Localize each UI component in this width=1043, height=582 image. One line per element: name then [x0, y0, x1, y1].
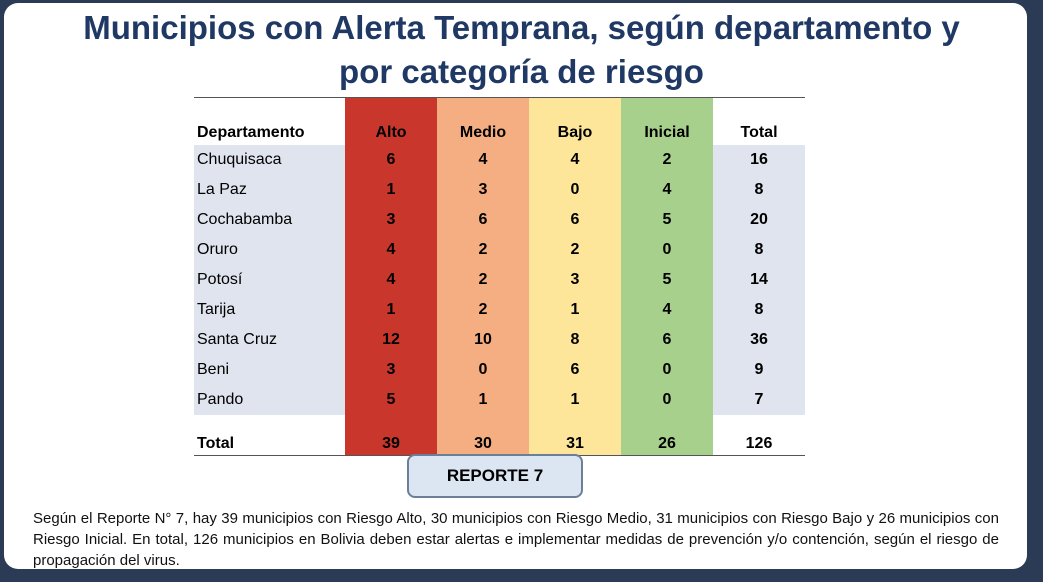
cell-inicial: 2: [621, 145, 713, 175]
cell-total: 20: [713, 205, 805, 235]
table-row: Beni 3 0 6 0 9: [194, 355, 805, 385]
cell-bajo: 6: [529, 355, 621, 385]
cell-total: 14: [713, 265, 805, 295]
cell-medio: 6: [437, 205, 529, 235]
cell-alto: 3: [345, 205, 437, 235]
risk-table: Departamento Alto Medio Bajo Inicial Tot…: [194, 97, 805, 456]
cell-alto: 5: [345, 385, 437, 415]
cell-departamento: La Paz: [194, 175, 345, 205]
cell-medio: 2: [437, 235, 529, 265]
cell-medio: 3: [437, 175, 529, 205]
table-spacer-row: [194, 415, 805, 419]
cell-bajo: 8: [529, 325, 621, 355]
header-medio: Medio: [437, 97, 529, 145]
title-line-2: por categoría de riesgo: [339, 53, 704, 90]
header-departamento: Departamento: [194, 97, 345, 145]
total-cell-alto: 39: [345, 419, 437, 456]
cell-bajo: 0: [529, 175, 621, 205]
cell-medio: 0: [437, 355, 529, 385]
cell-bajo: 6: [529, 205, 621, 235]
total-cell-total: 126: [713, 419, 805, 456]
table-header-row: Departamento Alto Medio Bajo Inicial Tot…: [194, 97, 805, 145]
header-total: Total: [713, 97, 805, 145]
cell-bajo: 3: [529, 265, 621, 295]
cell-inicial: 0: [621, 235, 713, 265]
cell-medio: 1: [437, 385, 529, 415]
table-row: La Paz 1 3 0 4 8: [194, 175, 805, 205]
cell-bajo: 2: [529, 235, 621, 265]
total-cell-inicial: 26: [621, 419, 713, 456]
table-total-row: Total 39 30 31 26 126: [194, 419, 805, 456]
cell-medio: 2: [437, 295, 529, 325]
cell-total: 8: [713, 235, 805, 265]
cell-medio: 2: [437, 265, 529, 295]
cell-alto: 6: [345, 145, 437, 175]
cell-inicial: 0: [621, 355, 713, 385]
title-line-1: Municipios con Alerta Temprana, según de…: [83, 9, 960, 46]
header-bajo: Bajo: [529, 97, 621, 145]
summary-text: Según el Reporte N° 7, hay 39 municipios…: [33, 510, 999, 569]
header-alto: Alto: [345, 97, 437, 145]
cell-inicial: 6: [621, 325, 713, 355]
cell-total: 7: [713, 385, 805, 415]
spacer-cell: [713, 415, 805, 419]
spacer-cell: [529, 415, 621, 419]
cell-total: 36: [713, 325, 805, 355]
cell-total: 16: [713, 145, 805, 175]
cell-medio: 10: [437, 325, 529, 355]
cell-inicial: 4: [621, 175, 713, 205]
cell-medio: 4: [437, 145, 529, 175]
cell-alto: 4: [345, 235, 437, 265]
cell-inicial: 5: [621, 205, 713, 235]
spacer-cell: [345, 415, 437, 419]
cell-departamento: Tarija: [194, 295, 345, 325]
table-row: Pando 5 1 1 0 7: [194, 385, 805, 415]
table-row: Potosí 4 2 3 5 14: [194, 265, 805, 295]
cell-departamento: Oruro: [194, 235, 345, 265]
cell-total: 8: [713, 175, 805, 205]
cell-departamento: Chuquisaca: [194, 145, 345, 175]
cell-alto: 4: [345, 265, 437, 295]
cell-alto: 12: [345, 325, 437, 355]
cell-bajo: 1: [529, 295, 621, 325]
table-row: Cochabamba 3 6 6 5 20: [194, 205, 805, 235]
total-cell-bajo: 31: [529, 419, 621, 456]
header-inicial: Inicial: [621, 97, 713, 145]
total-cell-label: Total: [194, 419, 345, 456]
total-cell-medio: 30: [437, 419, 529, 456]
spacer-cell: [437, 415, 529, 419]
cell-inicial: 0: [621, 385, 713, 415]
page-title: Municipios con Alerta Temprana, según de…: [0, 6, 1043, 94]
cell-departamento: Potosí: [194, 265, 345, 295]
table-row: Oruro 4 2 2 0 8: [194, 235, 805, 265]
cell-total: 9: [713, 355, 805, 385]
table-row: Santa Cruz 12 10 8 6 36: [194, 325, 805, 355]
table-row: Tarija 1 2 1 4 8: [194, 295, 805, 325]
cell-alto: 1: [345, 295, 437, 325]
reporte-button[interactable]: REPORTE 7: [407, 454, 583, 498]
spacer-cell: [194, 415, 345, 419]
cell-departamento: Pando: [194, 385, 345, 415]
cell-alto: 1: [345, 175, 437, 205]
spacer-cell: [621, 415, 713, 419]
cell-alto: 3: [345, 355, 437, 385]
cell-inicial: 4: [621, 295, 713, 325]
cell-inicial: 5: [621, 265, 713, 295]
cell-departamento: Cochabamba: [194, 205, 345, 235]
table-body: Chuquisaca 6 4 4 2 16 La Paz 1 3 0 4 8 Cochabamba 3 6 6…: [194, 145, 805, 456]
table-row: Chuquisaca 6 4 4 2 16: [194, 145, 805, 175]
cell-bajo: 4: [529, 145, 621, 175]
cell-total: 8: [713, 295, 805, 325]
cell-bajo: 1: [529, 385, 621, 415]
cell-departamento: Beni: [194, 355, 345, 385]
cell-departamento: Santa Cruz: [194, 325, 345, 355]
